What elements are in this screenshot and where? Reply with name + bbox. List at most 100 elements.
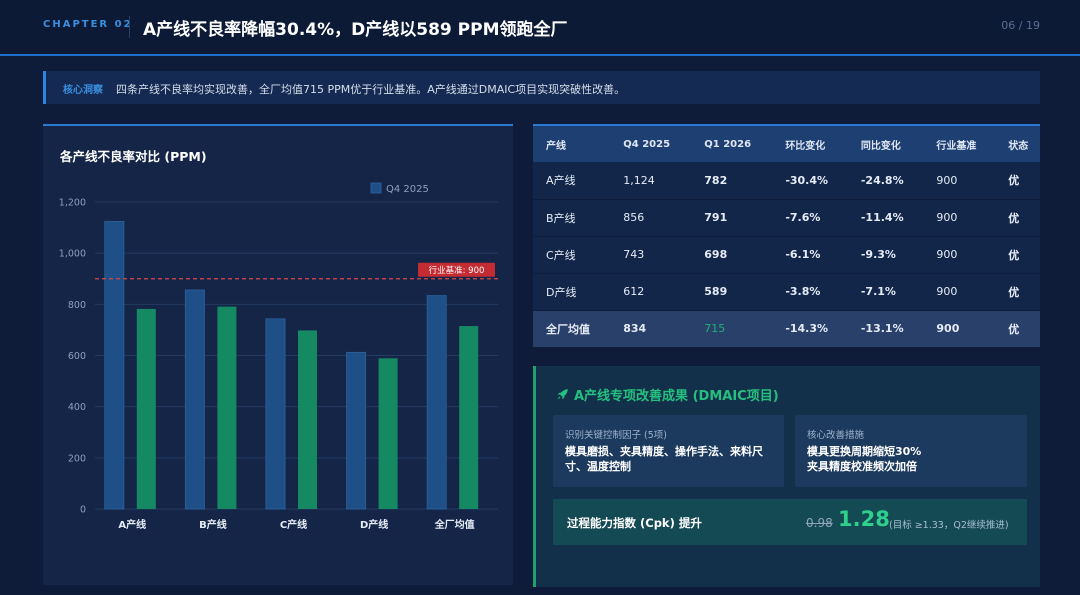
bar-q4-2025 xyxy=(346,351,367,510)
defect-rate-table-panel: 产线 Q4 2025 Q1 2026 环比变化 同比变化 行业基准 状态 A产线… xyxy=(533,124,1040,348)
bar-q1-2026 xyxy=(298,330,317,509)
bar-q1-2026 xyxy=(136,308,156,509)
header-divider xyxy=(129,16,130,38)
y-tick-label: 600 xyxy=(68,351,86,362)
defect-rate-table: 产线 Q4 2025 Q1 2026 环比变化 同比变化 行业基准 状态 A产线… xyxy=(533,126,1040,348)
benchmark-cell: 900 xyxy=(923,273,996,311)
bar-q4-2025 xyxy=(104,220,125,510)
table-row: D产线 612 589 -3.8% -7.1% 900 优 xyxy=(533,273,1040,311)
y-tick-label: 800 xyxy=(68,300,86,311)
benchmark-cell: 900 xyxy=(923,199,996,237)
benchmark-cell: 900 xyxy=(923,310,996,348)
column-header: 状态 xyxy=(995,126,1040,162)
q4-cell: 834 xyxy=(610,310,692,348)
dmaic-results-panel: A产线专项改善成果 (DMAIC项目) 识别关键控制因子 (5项) 模具磨损、夹… xyxy=(533,366,1040,587)
status-cell: 优 xyxy=(995,236,1040,274)
column-header: Q4 2025 xyxy=(610,126,692,162)
column-header: 行业基准 xyxy=(923,126,996,162)
status-cell: 优 xyxy=(995,310,1040,348)
q1-cell: 782 xyxy=(691,162,773,200)
benchmark-cell: 900 xyxy=(923,162,996,200)
bar-q4-2025 xyxy=(426,295,447,510)
x-tick-label: B产线 xyxy=(199,518,227,531)
bar-q4-2025 xyxy=(265,318,286,510)
column-header: 产线 xyxy=(533,126,611,162)
q4-cell: 856 xyxy=(610,199,692,237)
table-row: B产线 856 791 -7.6% -11.4% 900 优 xyxy=(533,199,1040,237)
page-number: 06 / 19 xyxy=(1001,19,1040,32)
cpk-new-value: 1.28 xyxy=(838,507,890,531)
page-header: CHAPTER 02 A产线不良率降幅30.4%，D产线以589 PPM领跑全厂… xyxy=(0,0,1080,56)
legend-label-q4-2025: Q4 2025 xyxy=(386,184,429,195)
q1-cell: 715 xyxy=(691,310,773,348)
y-tick-label: 0 xyxy=(80,505,86,516)
measures-card: 核心改善措施 模具更换周期缩短30% 夹具精度校准频次加倍 xyxy=(795,415,1027,487)
measure-line: 夹具精度校准频次加倍 xyxy=(807,460,917,473)
x-tick-label: C产线 xyxy=(280,518,307,531)
column-header: 环比变化 xyxy=(772,126,848,162)
status-cell: 优 xyxy=(995,162,1040,200)
bar-chart: 0 200 400 600 800 1,000 1,200 A产线 B产线 C产线 D产线 全厂均值 行… xyxy=(59,182,498,531)
insight-text: 四条产线不良率均实现改善，全厂均值715 PPM优于行业基准。A产线通过DMAI… xyxy=(116,83,626,96)
bar-q1-2026 xyxy=(378,358,398,509)
rocket-icon xyxy=(556,388,569,404)
mom-change-cell: -14.3% xyxy=(772,310,848,348)
line-name-cell: A产线 xyxy=(533,162,611,200)
q4-cell: 743 xyxy=(610,236,692,274)
benchmark-label: 行业基准: 900 xyxy=(429,265,485,276)
bar-q4-2025 xyxy=(184,289,205,510)
line-name-cell: B产线 xyxy=(533,199,611,237)
card-label: 识别关键控制因子 (5项) xyxy=(565,430,667,441)
column-header: Q1 2026 xyxy=(691,126,773,162)
card-label: 核心改善措施 xyxy=(807,430,865,441)
status-cell: 优 xyxy=(995,273,1040,311)
column-header: 同比变化 xyxy=(847,126,924,162)
benchmark-label-bg xyxy=(418,262,495,277)
dmaic-title-text: A产线专项改善成果 (DMAIC项目) xyxy=(574,389,779,404)
dmaic-title: A产线专项改善成果 (DMAIC项目) xyxy=(556,385,779,404)
yoy-change-cell: -9.3% xyxy=(847,236,924,274)
legend-swatch-q4-2025 xyxy=(370,182,382,194)
mom-change-cell: -6.1% xyxy=(772,236,848,274)
cpk-improvement-bar: 过程能力指数 (Cpk) 提升 0.98 1.28 (目标 ≥1.33，Q2继续… xyxy=(553,499,1027,545)
q1-cell: 589 xyxy=(691,273,773,311)
line-name-cell: C产线 xyxy=(533,236,611,274)
x-tick-label: 全厂均值 xyxy=(434,518,475,531)
y-tick-label: 1,000 xyxy=(59,249,86,260)
table-header-row: 产线 Q4 2025 Q1 2026 环比变化 同比变化 行业基准 状态 xyxy=(533,126,1040,162)
line-name-cell: D产线 xyxy=(533,273,611,311)
yoy-change-cell: -7.1% xyxy=(847,273,924,311)
bar-q1-2026 xyxy=(217,306,237,509)
y-tick-label: 1,200 xyxy=(59,198,86,209)
insight-tag: 核心洞察 xyxy=(63,85,103,96)
y-tick-label: 400 xyxy=(68,402,86,413)
page-title: A产线不良率降幅30.4%，D产线以589 PPM领跑全厂 xyxy=(143,20,568,40)
q1-cell: 698 xyxy=(691,236,773,274)
mom-change-cell: -3.8% xyxy=(772,273,848,311)
benchmark-cell: 900 xyxy=(923,236,996,274)
table-row-average: 全厂均值 834 715 -14.3% -13.1% 900 优 xyxy=(533,310,1040,348)
cpk-label: 过程能力指数 (Cpk) 提升 xyxy=(567,516,702,530)
card-text: 模具磨损、夹具精度、操作手法、来料尺寸、温度控制 xyxy=(565,445,763,473)
mom-change-cell: -7.6% xyxy=(772,199,848,237)
line-name-cell: 全厂均值 xyxy=(533,310,611,348)
measure-line: 模具更换周期缩短30% xyxy=(807,445,922,458)
yoy-change-cell: -11.4% xyxy=(847,199,924,237)
mom-change-cell: -30.4% xyxy=(772,162,848,200)
chapter-label: CHAPTER 02 xyxy=(43,19,133,30)
table-row: C产线 743 698 -6.1% -9.3% 900 优 xyxy=(533,236,1040,274)
cpk-target-note: (目标 ≥1.33，Q2继续推进) xyxy=(889,520,1009,531)
y-tick-label: 200 xyxy=(68,453,86,464)
status-cell: 优 xyxy=(995,199,1040,237)
yoy-change-cell: -24.8% xyxy=(847,162,924,200)
defect-rate-chart-panel: 各产线不良率对比 (PPM) 0 200 400 600 800 1,000 1,200 A产… xyxy=(43,124,513,585)
q4-cell: 1,124 xyxy=(610,162,692,200)
bar-q1-2026 xyxy=(459,326,479,509)
card-text: 模具更换周期缩短30% 夹具精度校准频次加倍 xyxy=(807,444,1017,474)
q1-cell: 791 xyxy=(691,199,773,237)
q4-cell: 612 xyxy=(610,273,692,311)
x-tick-label: D产线 xyxy=(360,518,388,531)
table-row: A产线 1,124 782 -30.4% -24.8% 900 优 xyxy=(533,162,1040,200)
chart-title: 各产线不良率对比 (PPM) xyxy=(60,149,207,164)
yoy-change-cell: -13.1% xyxy=(847,310,924,348)
